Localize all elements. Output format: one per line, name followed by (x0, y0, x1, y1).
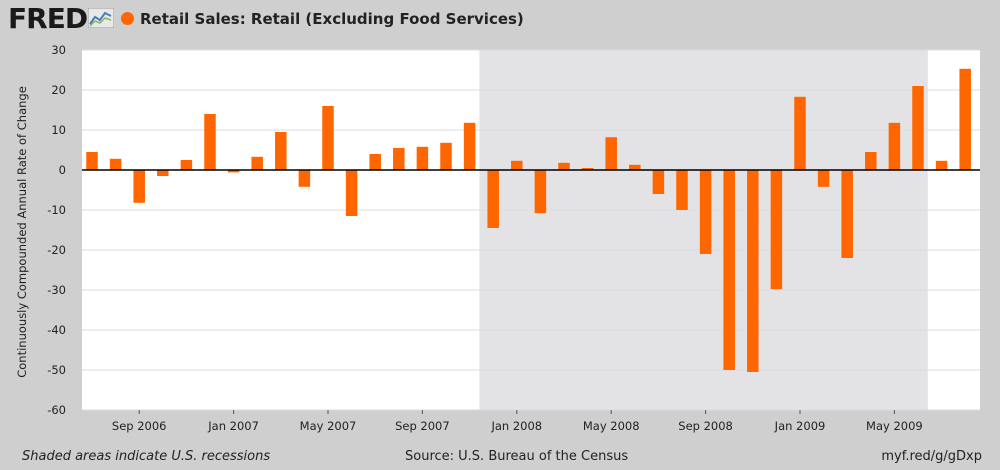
recession-note: Shaded areas indicate U.S. recessions (22, 449, 271, 464)
bar (369, 154, 381, 170)
x-tick-label: Jan 2008 (490, 419, 542, 433)
bar (227, 170, 240, 173)
x-tick-label: May 2008 (583, 419, 640, 433)
bar (251, 156, 263, 170)
bar (605, 137, 617, 170)
y-tick-label: 20 (51, 83, 66, 97)
gridlines (82, 49, 980, 411)
bar (888, 122, 901, 170)
bar (794, 96, 806, 170)
bar (322, 106, 334, 170)
y-axis-label: Continuously Compounded Annual Rate of C… (15, 86, 29, 378)
bar (723, 170, 735, 370)
bar (487, 170, 499, 228)
bar (275, 132, 287, 170)
bar (393, 148, 405, 170)
bar (157, 170, 169, 176)
y-tick-label: 0 (59, 163, 66, 177)
bar (534, 170, 547, 214)
bar (511, 160, 523, 170)
y-tick-label: -60 (47, 403, 66, 417)
bar (959, 68, 971, 170)
bar (699, 170, 712, 254)
y-tick-label: -30 (47, 283, 66, 297)
x-axis-ticks: Sep 2006 Jan 2007 May 2007 Sep 2007 Jan 2008… (112, 410, 923, 433)
bar (463, 122, 476, 170)
bar (558, 162, 570, 170)
x-tick-label: Sep 2007 (395, 419, 450, 433)
bar (912, 86, 924, 170)
y-axis-ticks: 30 20 10 0 -10 -20 -30 -40 -50 -60 (47, 43, 66, 417)
bar (581, 168, 594, 170)
chart-header: FRED Retail Sales: Retail (Excluding Foo… (0, 0, 1000, 40)
bar (652, 170, 665, 194)
legend-marker-dot (121, 12, 134, 25)
y-tick-label: 10 (51, 123, 66, 137)
bar (676, 170, 688, 210)
bar (133, 170, 145, 203)
bar (629, 164, 641, 170)
fred-logo: FRED (8, 2, 88, 35)
x-tick-label: Jan 2009 (774, 419, 826, 433)
y-tick-label: -10 (47, 203, 66, 217)
bar (770, 170, 783, 290)
bar (841, 170, 853, 258)
x-tick-label: Jan 2007 (207, 419, 259, 433)
bar (109, 158, 122, 170)
bar (817, 170, 830, 187)
y-tick-label: -40 (47, 323, 66, 337)
bar (345, 170, 358, 216)
line-chart-icon (88, 8, 114, 28)
bar (416, 146, 429, 170)
x-tick-label: May 2009 (866, 419, 923, 433)
bar (440, 142, 452, 170)
bar (298, 170, 311, 187)
x-tick-label: Sep 2006 (112, 419, 167, 433)
bar (86, 152, 98, 170)
chart-title: Retail Sales: Retail (Excluding Food Ser… (140, 10, 524, 28)
x-tick-label: Sep 2008 (678, 419, 733, 433)
bar (204, 114, 216, 170)
bar (747, 170, 759, 372)
x-tick-label: May 2007 (300, 419, 357, 433)
y-tick-label: -20 (47, 243, 66, 257)
bar (935, 160, 948, 170)
y-tick-label: 30 (51, 43, 66, 57)
bar (865, 152, 877, 170)
bar (180, 160, 193, 170)
bars (86, 68, 971, 372)
data-source: Source: U.S. Bureau of the Census (405, 449, 629, 464)
short-url-link[interactable]: myf.red/g/gDxp (881, 449, 982, 464)
y-tick-label: -50 (47, 363, 66, 377)
